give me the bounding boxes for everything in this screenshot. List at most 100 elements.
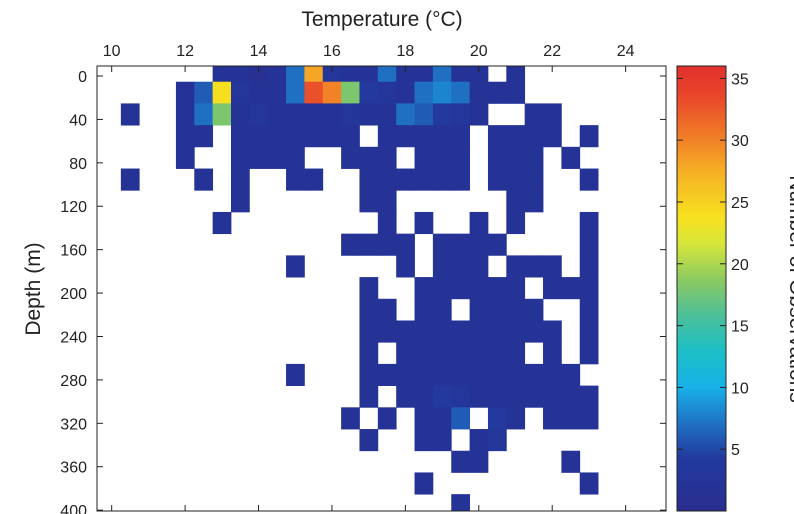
heatmap-cell (543, 385, 562, 408)
heatmap-cell (543, 277, 562, 300)
x-axis: 10 12 14 16 18 20 22 24 (103, 43, 635, 511)
heatmap-cell (451, 494, 470, 512)
heatmap-cell (267, 81, 287, 104)
heatmap-cell (304, 168, 324, 191)
heatmap-cell (451, 320, 470, 343)
heatmap-cell (377, 125, 397, 148)
heatmap-cell (469, 298, 489, 321)
y-tick-label: 80 (69, 156, 87, 173)
heatmap-cell (175, 103, 195, 126)
heatmap-cell (543, 320, 562, 343)
x-tick-label: 14 (250, 43, 268, 60)
heatmap-cell (432, 298, 452, 321)
heatmap-cell (469, 450, 489, 473)
heatmap-cell (249, 81, 269, 104)
heatmap-cell (432, 363, 452, 387)
heatmap-cell (432, 255, 452, 278)
y-tick-label: 280 (60, 373, 87, 390)
heatmap-cell (359, 385, 379, 408)
heatmap-cell (267, 66, 287, 83)
x-tick-label: 22 (543, 43, 561, 60)
heatmap-cell (487, 385, 507, 408)
heatmap-cell (506, 146, 526, 169)
heatmap-cell (579, 255, 599, 278)
heatmap-cell (469, 385, 489, 408)
heatmap-cell (506, 255, 526, 278)
heatmap-cell (359, 363, 379, 387)
y-tick-label: 0 (78, 69, 87, 86)
heatmap-cell (561, 385, 581, 408)
heatmap-cell (506, 81, 526, 104)
heatmap-cell (487, 363, 507, 387)
heatmap-cell (469, 81, 489, 104)
heatmap-cell (286, 146, 305, 169)
heatmap-cell (377, 66, 397, 83)
heatmap-cell (506, 385, 526, 408)
heatmap-cell (267, 103, 287, 126)
heatmap-cell (359, 320, 379, 343)
heatmap-cell (396, 66, 415, 83)
heatmap-cell (304, 66, 324, 83)
heatmap-cell (341, 125, 360, 148)
y-tick-label: 320 (60, 416, 87, 433)
heatmap-cell (359, 429, 379, 452)
heatmap-cell (396, 255, 415, 278)
colorbar-tick-label: 15 (731, 319, 749, 336)
heatmap-cell (543, 103, 562, 126)
heatmap-cell (304, 125, 324, 148)
heatmap-cell (487, 168, 507, 191)
heatmap-cell (377, 298, 397, 321)
heatmap-cell (414, 211, 434, 235)
heatmap-cell (230, 103, 250, 126)
heatmap-cell (451, 407, 470, 430)
heatmap-cell (524, 146, 544, 169)
heatmap-cell (506, 125, 526, 148)
heatmap-cell (396, 363, 415, 387)
heatmap-cell (432, 81, 452, 104)
heatmap-cell (359, 277, 379, 300)
heatmap-cell (579, 125, 599, 148)
heatmap-cell (377, 81, 397, 104)
heatmap-cell (579, 298, 599, 321)
colorbar-label: Number of Observations (785, 175, 794, 403)
heatmap-cell (579, 168, 599, 191)
heatmap-cell (396, 103, 415, 126)
heatmap-cell (414, 385, 434, 408)
heatmap-cell (487, 320, 507, 343)
heatmap-cell (377, 363, 397, 387)
x-tick-label: 10 (103, 43, 121, 60)
heatmap-cell (230, 146, 250, 169)
heatmap-cell (175, 146, 195, 169)
heatmap-cell (524, 385, 544, 408)
heatmap-cell (194, 103, 214, 126)
heatmap-cell (579, 277, 599, 300)
heatmap-cell (487, 233, 507, 256)
heatmap-cell (396, 320, 415, 343)
y-axis-label: Depth (m) (22, 242, 45, 335)
heatmap-cell (561, 450, 581, 473)
heatmap-cell (120, 103, 140, 126)
heatmap-cell (487, 146, 507, 169)
heatmap-cell (249, 146, 269, 169)
heatmap-cell (579, 211, 599, 235)
heatmap-cell (359, 190, 379, 213)
heatmap-cell (249, 66, 269, 83)
heatmap-cell (175, 125, 195, 148)
heatmap-cell (432, 168, 452, 191)
heatmap-cell (249, 103, 269, 126)
heatmap-cell (414, 168, 434, 191)
heatmap-cell (487, 342, 507, 365)
heatmap-cell (359, 81, 379, 104)
heatmap-cell (579, 407, 599, 430)
heatmap-cell (451, 66, 470, 83)
colorbar-tick-label: 25 (731, 195, 749, 212)
x-tick-label: 20 (470, 43, 488, 60)
heatmap-cell (561, 277, 581, 300)
heatmap-cell (451, 103, 470, 126)
heatmap-cell (524, 320, 544, 343)
y-tick-label: 40 (69, 112, 87, 129)
heatmap-cells (120, 66, 599, 512)
heatmap-cell (212, 66, 232, 83)
heatmap-cell (414, 146, 434, 169)
